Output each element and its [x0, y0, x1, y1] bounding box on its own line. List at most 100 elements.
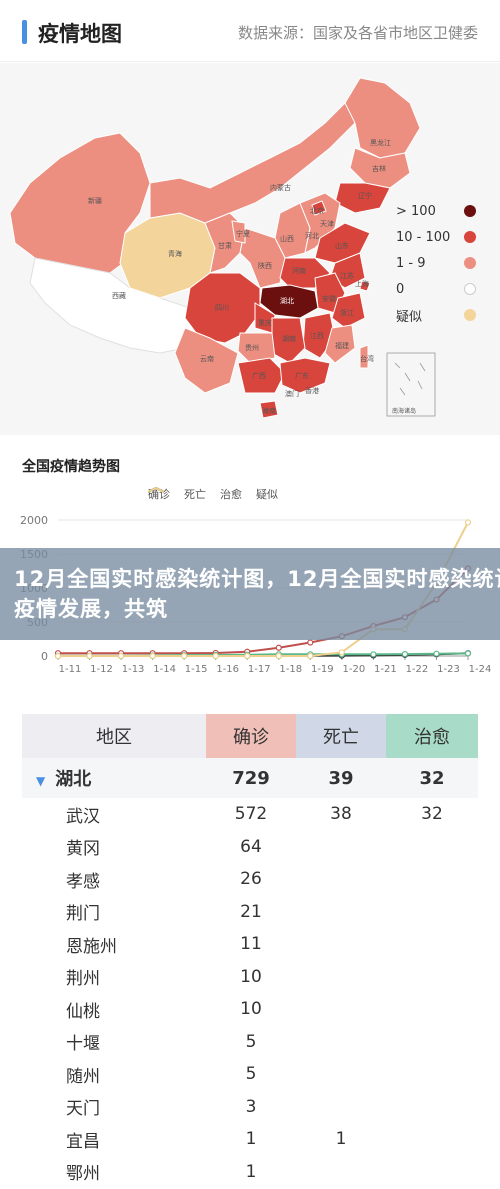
- x-tick-label: 1-24: [469, 664, 492, 675]
- province-beijing[interactable]: [311, 200, 327, 216]
- region-name: 湖北: [55, 769, 92, 790]
- confirmed-cell: 26: [240, 869, 262, 890]
- table-row[interactable]: 随州 5: [22, 1058, 478, 1091]
- header-confirmed[interactable]: 确诊: [206, 714, 296, 758]
- province-taiwan[interactable]: [359, 344, 369, 369]
- label-hubei: 湖北: [280, 296, 294, 305]
- label-jiangxi: 江西: [310, 332, 324, 340]
- label-shaanxi: 陕西: [258, 261, 272, 270]
- legend-label: 10 - 100: [396, 229, 451, 245]
- province-zhejiang[interactable]: [331, 292, 366, 329]
- label-anhui: 安徽: [322, 294, 336, 303]
- province-yunnan[interactable]: [174, 327, 239, 394]
- region-cell: 十堰: [66, 1034, 100, 1055]
- legend-swatch: [464, 257, 476, 269]
- province-hubei[interactable]: [259, 284, 319, 319]
- table-row[interactable]: 十堰 5: [22, 1026, 478, 1059]
- region-cell: 武汉: [66, 806, 100, 827]
- data-point: [433, 650, 440, 657]
- province-guangxi[interactable]: [237, 357, 286, 394]
- province-row-hubei[interactable]: ▼ 湖北 729 39 32: [22, 758, 478, 798]
- x-tick-label: 1-16: [216, 664, 239, 675]
- table-row[interactable]: 仙桃 10: [22, 993, 478, 1026]
- legend-swatch: [464, 309, 476, 321]
- stats-table: 地区 确诊 死亡 治愈 ▼ 湖北 729 39 32 武汉 572 38 32 黄冈 64 孝…: [22, 714, 478, 1188]
- label-tianjin: 天津: [320, 220, 334, 228]
- confirmed-cell: 11: [240, 934, 262, 955]
- table-row[interactable]: 恩施州 11: [22, 928, 478, 961]
- cured-cell: 32: [421, 804, 443, 825]
- confirmed-cell: 21: [240, 901, 262, 922]
- legend-row: 0: [396, 276, 496, 302]
- table-row[interactable]: 荆州 10: [22, 961, 478, 994]
- province-heilongjiang[interactable]: [344, 77, 421, 159]
- region-cell: 荆门: [66, 904, 100, 925]
- label-shandong: 山东: [335, 241, 349, 250]
- label-xizang: 西藏: [112, 291, 126, 300]
- table-row[interactable]: 武汉 572 38 32: [22, 798, 478, 831]
- province-guangdong[interactable]: [279, 357, 331, 394]
- inset-label: 南海诸岛: [392, 407, 416, 415]
- data-point: [275, 644, 282, 651]
- data-point: [464, 650, 472, 657]
- data-point: [338, 649, 345, 656]
- trend-legend-label: 确诊: [148, 488, 170, 501]
- confirmed-cell: 5: [245, 1064, 257, 1085]
- data-point: [86, 652, 93, 660]
- title-accent-bar: [22, 20, 27, 44]
- trend-legend-label: 疑似: [256, 488, 278, 501]
- label-yunnan: 云南: [200, 354, 214, 363]
- dead-cell: 39: [328, 767, 354, 789]
- data-point: [464, 519, 472, 526]
- table-row[interactable]: 天门 3: [22, 1091, 478, 1124]
- trend-legend-item[interactable]: 疑似: [148, 486, 278, 502]
- label-heilongjiang: 黑龙江: [370, 138, 391, 147]
- label-liaoning: 辽宁: [358, 191, 372, 200]
- x-tick-label: 1-12: [90, 664, 113, 675]
- table-row[interactable]: 鄂州 1: [22, 1156, 478, 1189]
- province-fujian[interactable]: [324, 324, 356, 364]
- label-xinjiang: 新疆: [88, 196, 102, 205]
- table-row[interactable]: 荆门 21: [22, 896, 478, 929]
- header-region[interactable]: 地区: [22, 714, 206, 758]
- label-neimenggu: 内蒙古: [270, 183, 291, 192]
- label-zhejiang: 浙江: [340, 308, 354, 317]
- table-header: 地区 确诊 死亡 治愈: [22, 714, 478, 758]
- label-guangxi: 广西: [252, 371, 266, 380]
- table-row[interactable]: 宜昌 1 1: [22, 1123, 478, 1156]
- province-shaanxi[interactable]: [239, 227, 286, 289]
- china-map: 黑龙江 吉林 辽宁 内蒙古 新疆 西藏 青海 甘肃 宁夏 北京 天津 河北 山西…: [9, 77, 436, 419]
- label-chongqing: 重庆: [258, 318, 272, 327]
- province-sichuan[interactable]: [184, 272, 261, 344]
- label-hunan: 湖南: [282, 334, 296, 343]
- header-dead[interactable]: 死亡: [296, 714, 386, 758]
- caret-down-icon[interactable]: ▼: [36, 774, 46, 788]
- confirmed-cell: 729: [232, 767, 270, 789]
- x-tick-label: 1-14: [153, 664, 176, 675]
- label-sichuan: 四川: [215, 304, 229, 312]
- x-tick-label: 1-13: [122, 664, 145, 675]
- province-jilin[interactable]: [349, 147, 411, 189]
- label-hainan: 海南: [262, 406, 276, 415]
- province-ningxia[interactable]: [231, 220, 246, 244]
- y-tick-label: 2000: [20, 514, 48, 527]
- trend-legend-label: 治愈: [220, 488, 242, 501]
- legend-label: > 100: [396, 203, 436, 219]
- data-point: [244, 652, 251, 660]
- province-shanghai[interactable]: [359, 280, 371, 292]
- city-rows: 武汉 572 38 32 黄冈 64 孝感 26 荆门 21 恩施州 11 荆州 10 仙桃 10 十堰 5 随州 5…: [22, 798, 478, 1188]
- confirmed-cell: 1: [245, 1129, 257, 1150]
- table-row[interactable]: 黄冈 64: [22, 831, 478, 864]
- header-cured[interactable]: 治愈: [386, 714, 478, 758]
- trend-title: 全国疫情趋势图: [22, 459, 120, 475]
- data-point: [370, 651, 377, 658]
- province-hainan[interactable]: [259, 400, 279, 419]
- label-qinghai: 青海: [168, 249, 182, 258]
- label-xianggang: 香港: [305, 386, 319, 395]
- confirmed-cell: 10: [240, 999, 262, 1020]
- table-row[interactable]: 孝感 26: [22, 863, 478, 896]
- epidemic-map: 黑龙江 吉林 辽宁 内蒙古 新疆 西藏 青海 甘肃 宁夏 北京 天津 河北 山西…: [0, 63, 500, 435]
- label-taiwan: 台湾: [360, 354, 374, 363]
- data-point: [212, 652, 219, 660]
- data-source: 数据来源：国家及各省市地区卫健委: [237, 24, 478, 42]
